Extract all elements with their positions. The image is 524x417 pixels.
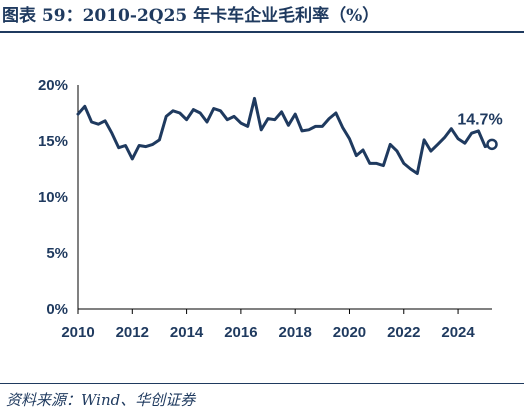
x-tick-label: 2016 [224, 324, 257, 341]
x-tick-label: 2010 [61, 324, 94, 341]
x-tick-label: 2014 [170, 324, 204, 341]
line-chart: 0% 5% 10% 15% 20% 2010 2012 2014 2016 2018 2020 20… [38, 77, 503, 341]
latest-point-marker [486, 138, 498, 151]
y-tick-label: 20% [38, 77, 68, 94]
x-tick-label: 2020 [333, 324, 366, 341]
y-tick-label: 10% [38, 189, 68, 206]
chart-title: 图表 59：2010-2Q25 年卡车企业毛利率（%） [2, 6, 380, 26]
y-tick-label: 15% [38, 133, 68, 150]
x-tick-label: 2022 [387, 324, 420, 341]
gross-margin-line [76, 96, 494, 175]
x-tick-label: 2012 [116, 324, 149, 341]
y-tick-label: 5% [46, 245, 68, 262]
title-divider [0, 31, 524, 33]
source-note: 资料来源：Wind、华创证券 [6, 391, 196, 409]
x-tick-label: 2024 [441, 324, 475, 341]
y-tick-label: 0% [46, 301, 68, 318]
x-tick-label: 2018 [278, 324, 311, 341]
source-divider [0, 383, 524, 384]
latest-value-label: 14.7% [457, 111, 502, 128]
